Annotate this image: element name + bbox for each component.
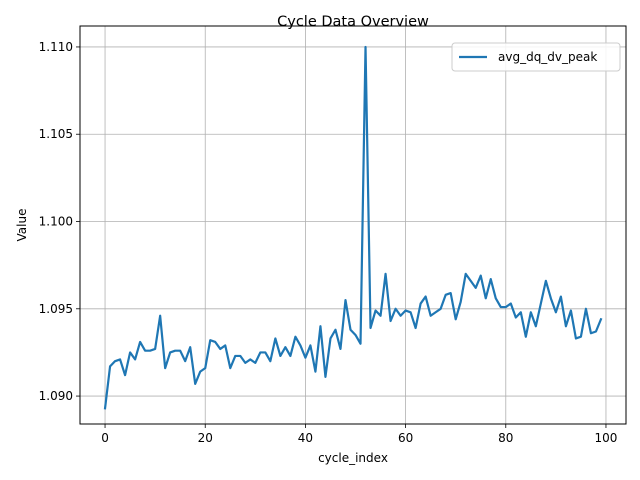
legend-box — [451, 42, 621, 72]
y-ticks: 1.090 1.095 1.100 1.105 1.110 — [39, 40, 80, 403]
chart-title: Cycle Data Overview — [277, 14, 429, 30]
legend-label: avg_dq_dv_peak — [498, 50, 597, 64]
y-tick-label: 1.095 — [39, 302, 73, 316]
y-tick-label: 1.100 — [39, 215, 73, 229]
x-tick-label: 0 — [101, 431, 109, 445]
x-tick-label: 20 — [198, 431, 213, 445]
legend: avg_dq_dv_peak — [451, 42, 621, 72]
grid — [80, 26, 626, 424]
x-ticks: 0 20 40 60 80 100 — [101, 424, 617, 445]
series-line-avg_dq_dv_peak — [103, 45, 603, 410]
x-tick-label: 40 — [298, 431, 313, 445]
x-axis-label: cycle_index — [318, 451, 388, 465]
y-tick-label: 1.105 — [39, 127, 73, 141]
x-tick-label: 60 — [398, 431, 413, 445]
y-tick-label: 1.110 — [39, 40, 73, 54]
series-layer — [103, 45, 603, 410]
y-axis-label: Value — [15, 209, 29, 242]
y-tick-label: 1.090 — [39, 389, 73, 403]
plot-frame — [79, 25, 627, 425]
x-tick-label: 100 — [595, 431, 618, 445]
x-tick-label: 80 — [498, 431, 513, 445]
